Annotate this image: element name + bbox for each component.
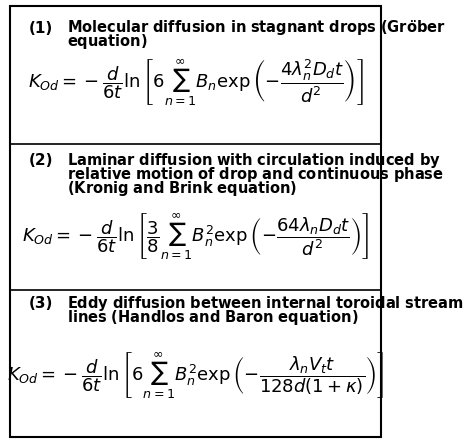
Text: $K_{Od} = -\dfrac{d}{6t}\ln\left[\dfrac{3}{8}\sum_{n=1}^{\infty}B_n^2\exp\left(-: $K_{Od} = -\dfrac{d}{6t}\ln\left[\dfrac{… — [22, 212, 369, 262]
Text: (1): (1) — [29, 21, 53, 36]
Text: $\mathbf{(Kronig\ and\ Brink\ equation)}$: $\mathbf{(Kronig\ and\ Brink\ equation)}… — [67, 179, 297, 198]
Text: (2): (2) — [29, 153, 54, 168]
Text: $\mathbf{Molecular\ diffusion\ in\ stagnant\ drops\ (Gr\ddot{o}ber}$: $\mathbf{Molecular\ diffusion\ in\ stagn… — [67, 18, 446, 38]
Text: $\mathbf{equation)}$: $\mathbf{equation)}$ — [67, 32, 147, 51]
FancyBboxPatch shape — [10, 6, 381, 437]
Text: $\mathbf{lines\ (Handlos\ and\ Baron\ equation)}$: $\mathbf{lines\ (Handlos\ and\ Baron\ eq… — [67, 308, 358, 327]
Text: $K_{Od} = -\dfrac{d}{6t}\ln\left[6\sum_{n=1}^{\infty}B_n^2\exp\left(-\dfrac{\lam: $K_{Od} = -\dfrac{d}{6t}\ln\left[6\sum_{… — [7, 350, 384, 400]
Text: (3): (3) — [29, 296, 54, 311]
Text: $K_{Od} = -\dfrac{d}{6t}\ln\left[6\sum_{n=1}^{\infty}B_n\exp\left(-\dfrac{4\lamb: $K_{Od} = -\dfrac{d}{6t}\ln\left[6\sum_{… — [27, 58, 364, 108]
Text: $\mathbf{relative\ motion\ of\ drop\ and\ continuous\ phase}$: $\mathbf{relative\ motion\ of\ drop\ and… — [67, 165, 444, 184]
Text: $\mathbf{Eddy\ diffusion\ between\ internal\ toroidal\ stream}$: $\mathbf{Eddy\ diffusion\ between\ inter… — [67, 294, 463, 313]
Text: $\mathbf{Laminar\ diffusion\ with\ circulation\ induced\ by}$: $\mathbf{Laminar\ diffusion\ with\ circu… — [67, 151, 441, 170]
